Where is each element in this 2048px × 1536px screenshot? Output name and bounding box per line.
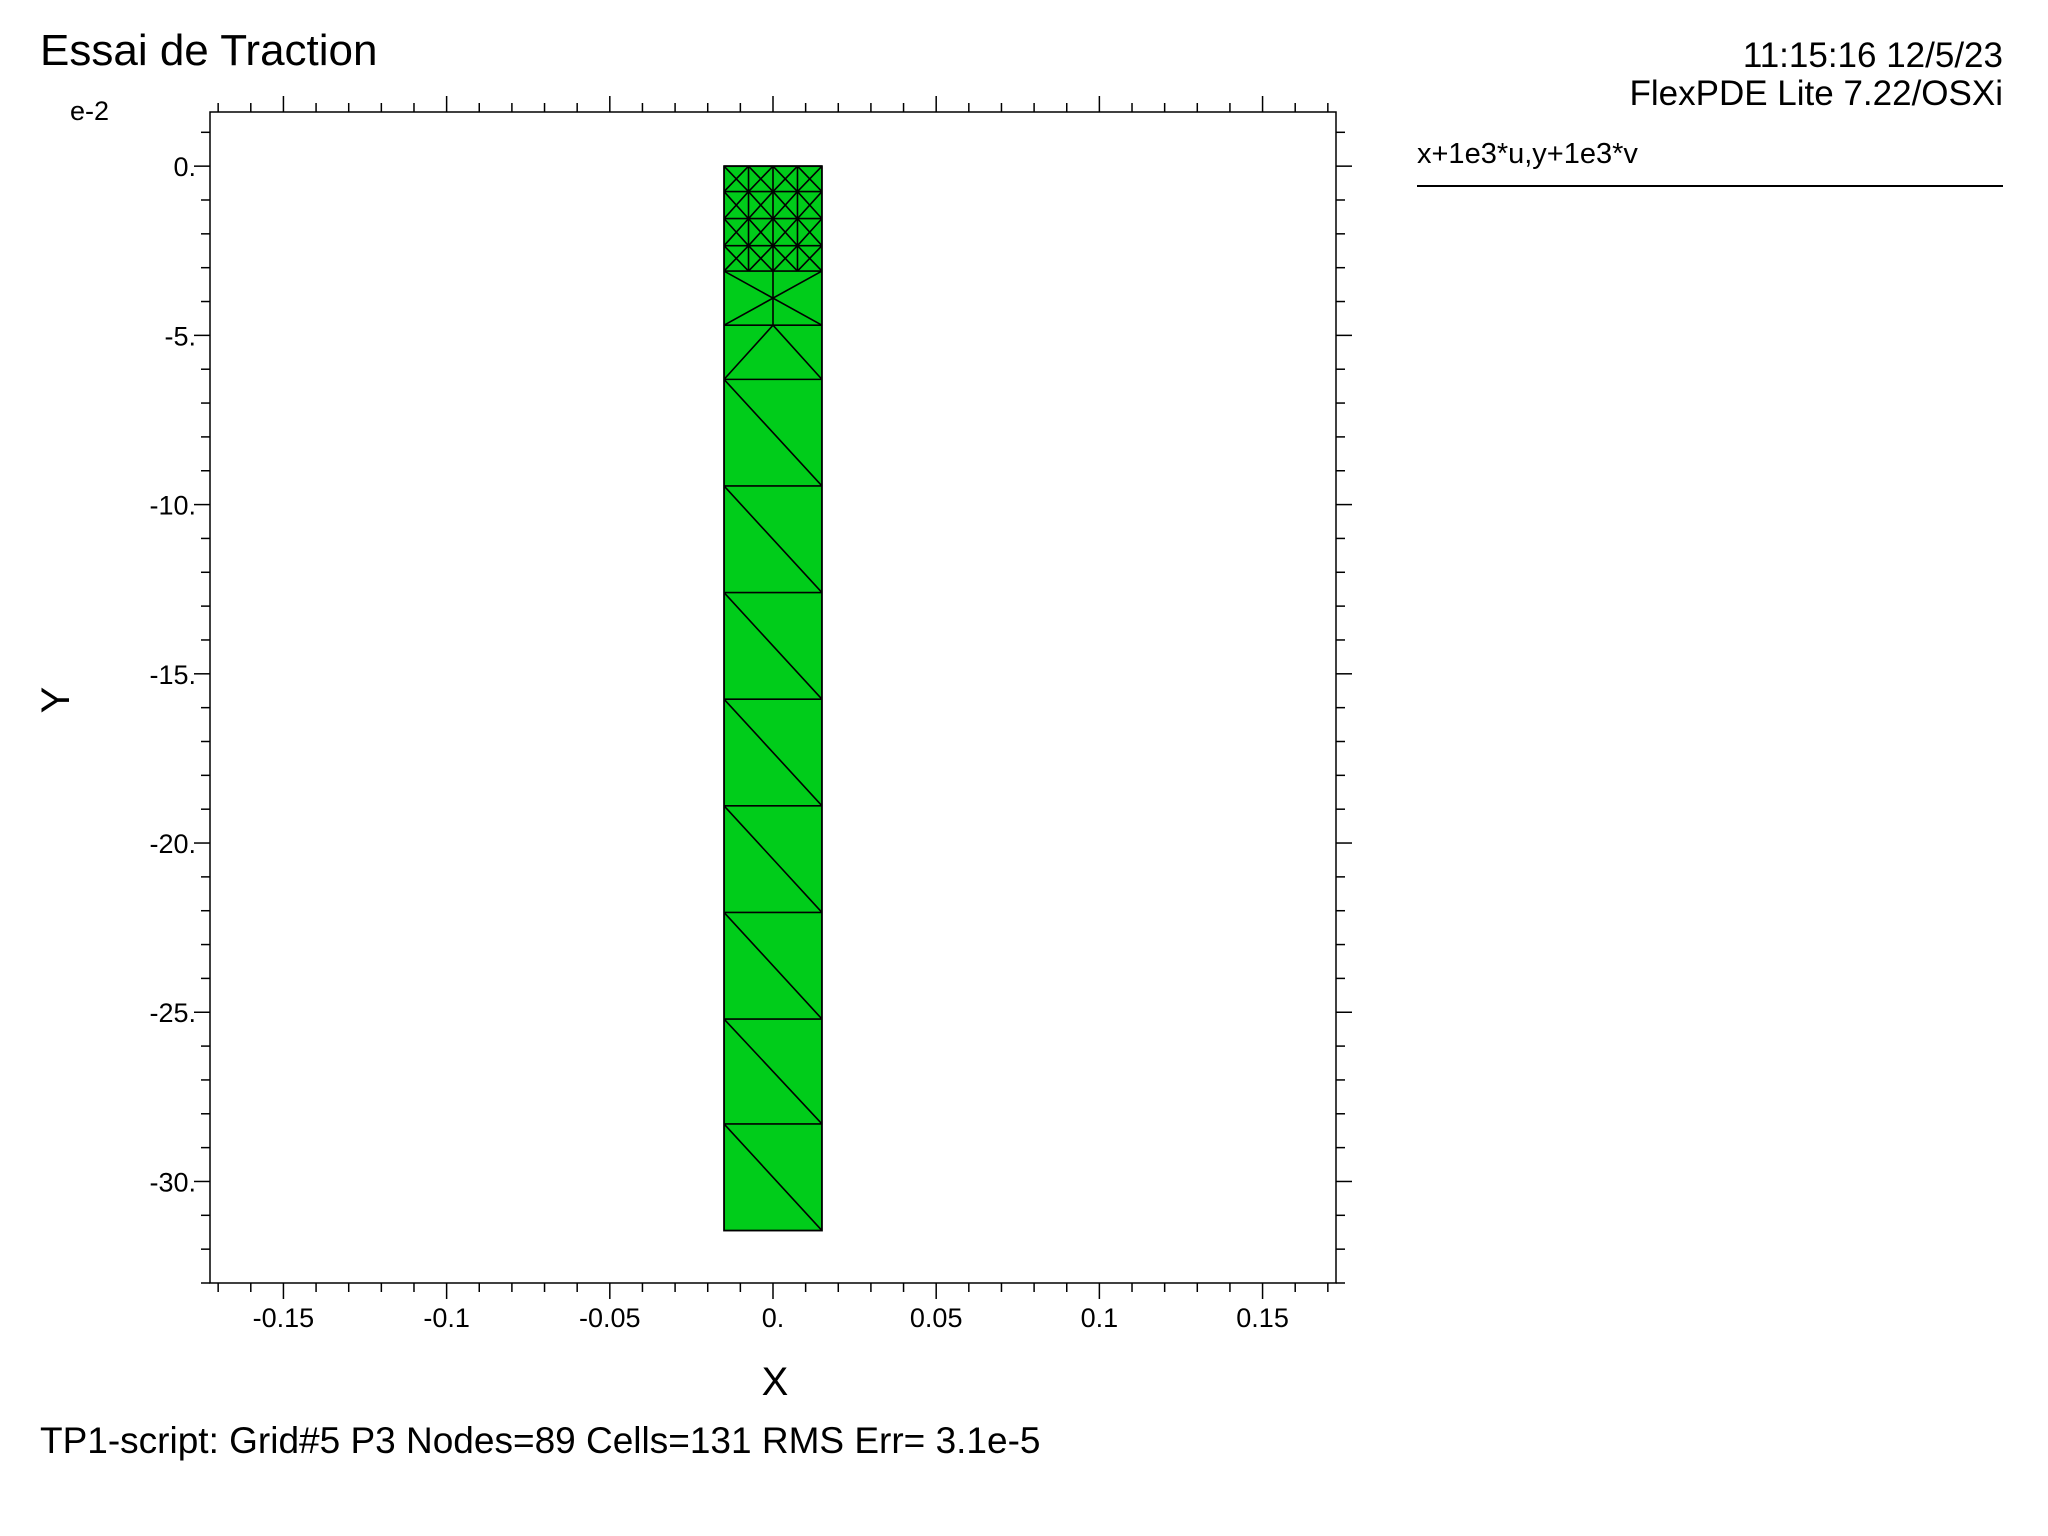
mesh-edge — [723, 218, 750, 247]
mesh-edge — [747, 245, 774, 272]
plot-expression-label: x+1e3*u,y+1e3*v — [1417, 138, 1638, 170]
mesh-edge — [723, 592, 823, 700]
mesh-edge — [747, 165, 774, 193]
y-tick-label: -30. — [149, 1167, 196, 1197]
page-title: Essai de Traction — [40, 26, 378, 75]
mesh-edge — [772, 245, 799, 272]
mesh-edge — [796, 190, 823, 220]
mesh-edge — [723, 698, 823, 807]
y-tick-label: 0. — [173, 152, 196, 182]
mesh-edge — [723, 1018, 823, 1125]
mesh-edge — [723, 485, 823, 594]
mesh-edge — [723, 190, 750, 220]
x-tick-label: 0.1 — [1081, 1303, 1119, 1333]
y-axis-exponent: e-2 — [70, 96, 109, 126]
mesh-edge — [723, 165, 750, 193]
mesh-domain — [723, 165, 823, 1232]
y-tick-label: -15. — [149, 660, 196, 690]
mesh-edge — [796, 218, 823, 247]
legend-divider — [1417, 185, 2003, 187]
mesh-edge — [772, 165, 799, 193]
x-tick-label: -0.05 — [579, 1303, 641, 1333]
mesh-edge — [723, 378, 823, 487]
software-version: FlexPDE Lite 7.22/OSXi — [1629, 74, 2004, 113]
mesh-edge — [723, 805, 823, 913]
x-tick-label: -0.15 — [253, 1303, 315, 1333]
x-tick-label: -0.1 — [423, 1303, 470, 1333]
mesh-edge — [772, 324, 823, 380]
x-tick-label: 0. — [762, 1303, 785, 1333]
y-tick-label: -25. — [149, 998, 196, 1028]
mesh-edge — [723, 911, 823, 1020]
mesh-edge — [723, 1123, 823, 1232]
y-tick-label: -10. — [149, 491, 196, 521]
timestamp: 11:15:16 12/5/23 — [1742, 36, 2003, 75]
mesh-edge — [723, 245, 750, 272]
mesh-edge — [772, 218, 799, 247]
x-tick-label: 0.15 — [1236, 1303, 1289, 1333]
axis-tick-labels: 0. -5. -10. -15. -20. -25. -30. -0.15 -0.1 -0.05 0… — [149, 152, 1288, 1333]
mesh-edge — [723, 270, 823, 326]
y-tick-label: -5. — [164, 321, 196, 351]
mesh-edge — [723, 324, 774, 380]
mesh-edge — [772, 190, 799, 220]
mesh-edge — [796, 245, 823, 272]
axis-ticks — [194, 96, 1352, 1299]
x-axis-title: X — [762, 1360, 789, 1404]
status-line: TP1-script: Grid#5 P3 Nodes=89 Cells=131… — [40, 1420, 1041, 1461]
mesh-edge — [796, 165, 823, 193]
mesh-layer — [723, 165, 823, 1232]
x-tick-label: 0.05 — [910, 1303, 963, 1333]
y-axis-title: Y — [34, 687, 78, 714]
mesh-edge — [747, 218, 774, 247]
mesh-edge — [747, 190, 774, 220]
y-tick-label: -20. — [149, 829, 196, 859]
